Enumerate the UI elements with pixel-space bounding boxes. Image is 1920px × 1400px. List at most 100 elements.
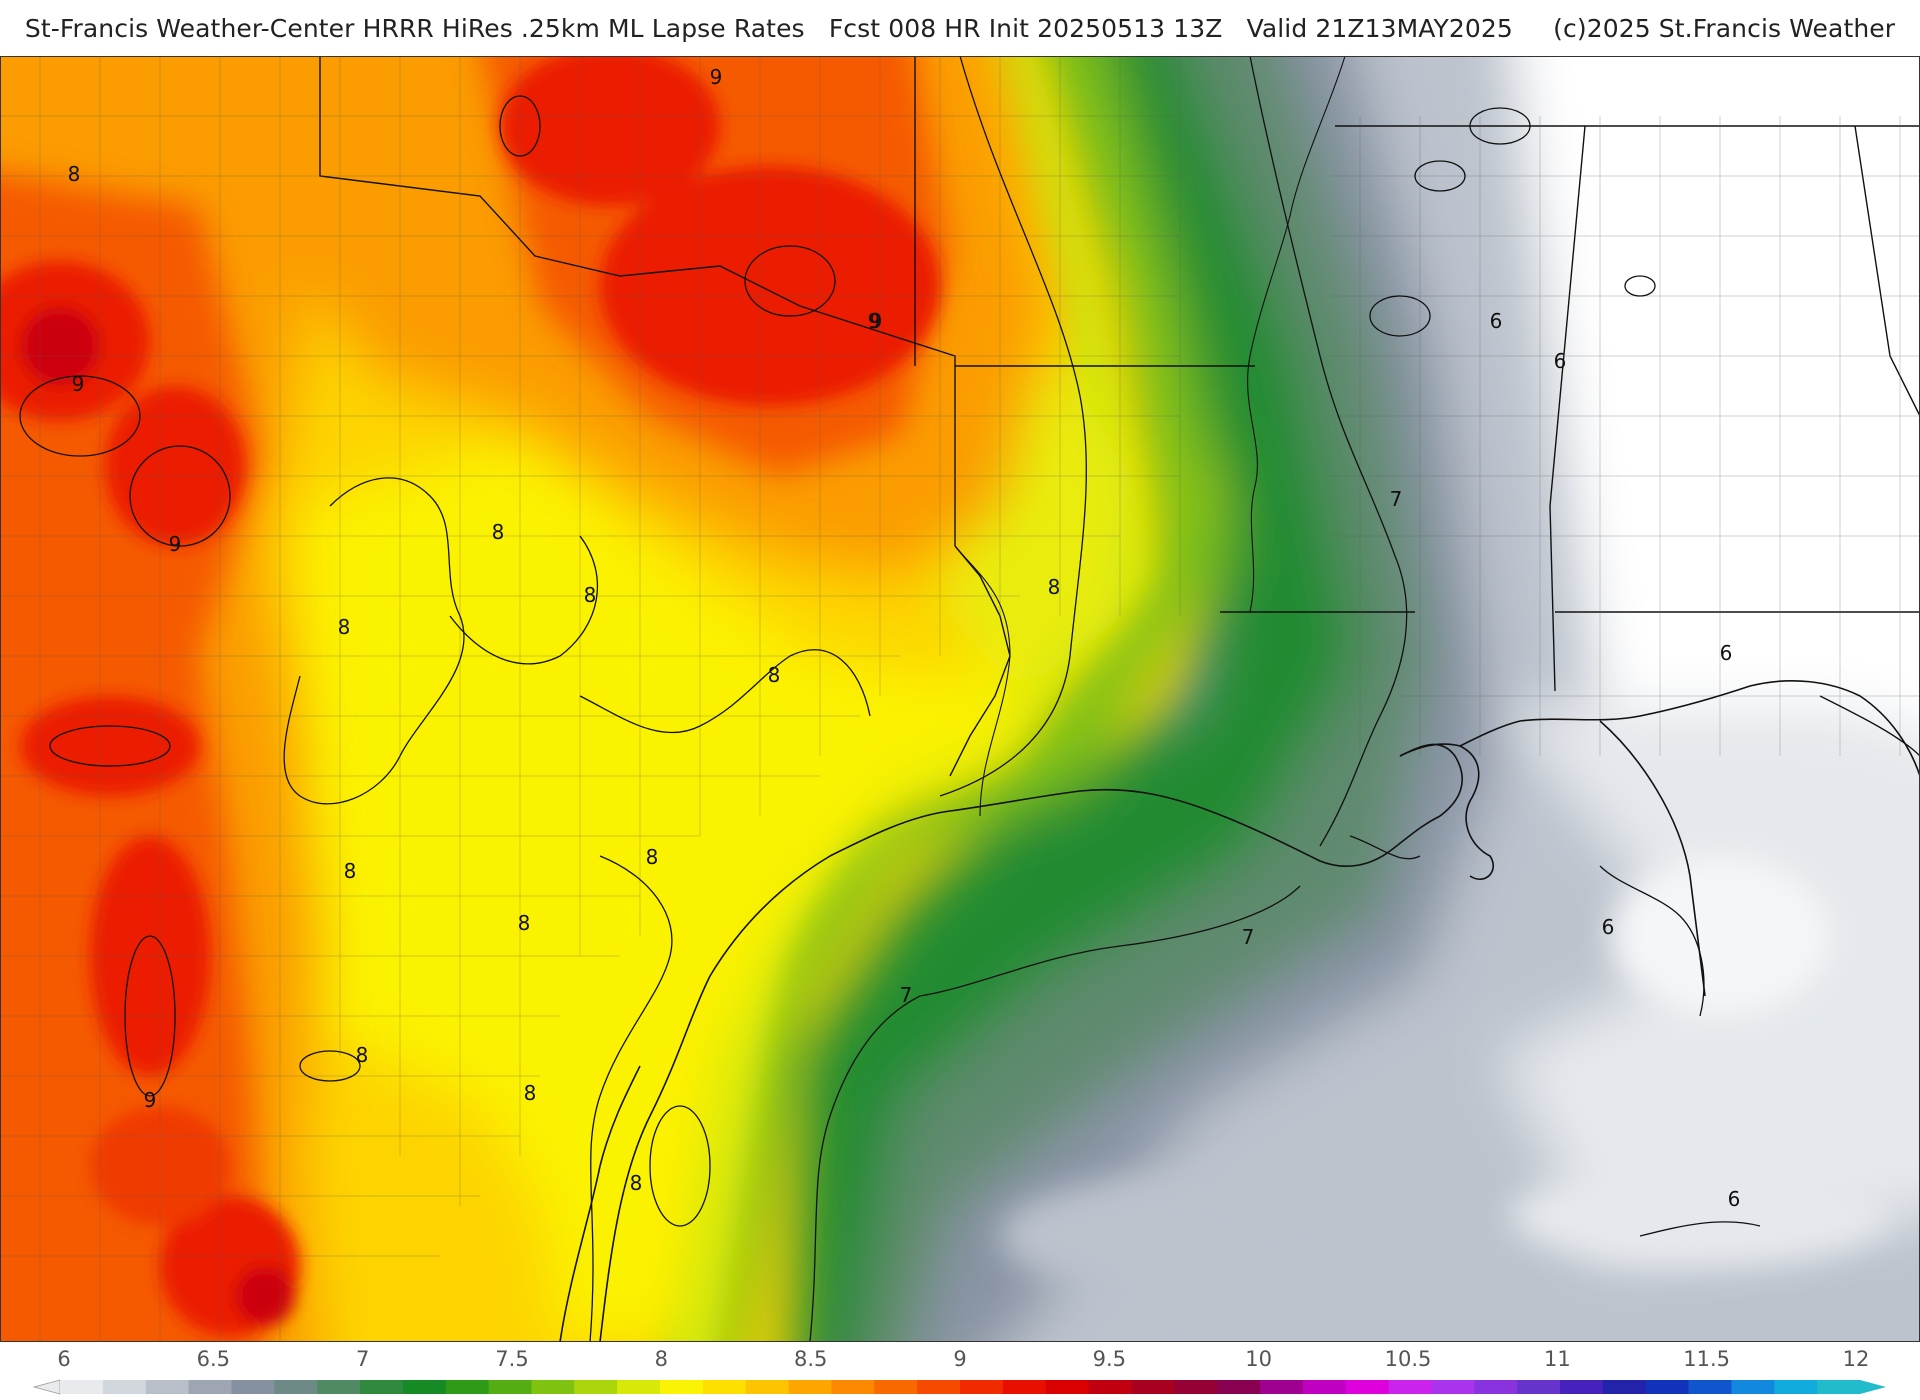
- contour-label: 8: [768, 663, 781, 687]
- scale-swatch: [1817, 1380, 1861, 1394]
- contour-label: 9: [710, 65, 723, 89]
- contour-label: 6: [1554, 349, 1567, 373]
- contour-label: 9: [144, 1088, 157, 1112]
- scale-swatch: [1345, 1380, 1390, 1394]
- contour-label: 9: [72, 372, 85, 396]
- contour-label: 9: [868, 309, 881, 333]
- scale-swatch: [1602, 1380, 1647, 1394]
- scale-swatch: [917, 1380, 961, 1394]
- contour-label: 7: [900, 983, 913, 1007]
- scale-swatch: [960, 1380, 1004, 1394]
- county-grid: [0, 56, 1920, 1342]
- scale-swatch: [745, 1380, 790, 1394]
- contour-label: 6: [1728, 1187, 1741, 1211]
- contour-label: 8: [356, 1043, 369, 1067]
- scale-tick-label: 7.5: [495, 1347, 528, 1371]
- scale-tick-label: 8.5: [794, 1347, 827, 1371]
- scale-tick-label: 10.5: [1385, 1347, 1432, 1371]
- field-red-w2: [105, 386, 245, 546]
- scale-swatch: [402, 1380, 447, 1394]
- scale-tick-label: 9.5: [1093, 1347, 1126, 1371]
- field-gulf-white: [1610, 856, 1830, 1016]
- contour-label: 6: [1490, 309, 1503, 333]
- scale-swatch: [1388, 1380, 1432, 1394]
- scale-swatch: [617, 1380, 661, 1394]
- contour-label: 8: [630, 1171, 643, 1195]
- scale-swatch: [188, 1380, 232, 1394]
- contour-label: 8: [344, 859, 357, 883]
- scale-swatch: [874, 1380, 918, 1394]
- rivers: [954, 56, 1346, 817]
- contour-label: 8: [1048, 575, 1061, 599]
- scale-swatch: [445, 1380, 490, 1394]
- scale-swatch: [1260, 1380, 1304, 1394]
- scale-tick-label: 11: [1544, 1347, 1571, 1371]
- field-gulf-gray-1: [1000, 1176, 1360, 1296]
- scale-swatch: [274, 1380, 318, 1394]
- scale-swatch: [702, 1380, 747, 1394]
- scale-swatch: [1431, 1380, 1475, 1394]
- scale-tick-label: 11.5: [1683, 1347, 1730, 1371]
- scale-tick-label: 12: [1843, 1347, 1870, 1371]
- field-yellow: [250, 436, 1100, 1342]
- scale-swatch: [1174, 1380, 1218, 1394]
- map-title: St-Francis Weather-Center HRRR HiRes .25…: [24, 13, 1896, 43]
- field-red-ne: [600, 166, 940, 406]
- scale-tick-label: 6: [57, 1347, 70, 1371]
- contour-labels: 9 8 9 9 9 9 8 8 8 8 8 8 8 8 8 8 8 9 7 7 …: [68, 65, 1741, 1211]
- field-red-w3: [20, 696, 200, 796]
- scale-swatch: [1560, 1380, 1604, 1394]
- field-green-bright: [689, 56, 1230, 1342]
- scale-swatch: [1474, 1380, 1518, 1394]
- scale-swatch: [1517, 1380, 1561, 1394]
- contour-label: 9: [870, 309, 883, 333]
- field-darkred-w2: [235, 1266, 295, 1326]
- scale-swatch: [360, 1380, 404, 1394]
- scale-swatch: [488, 1380, 532, 1394]
- contour-label: 6: [1720, 641, 1733, 665]
- scale-tick-label: 7: [356, 1347, 369, 1371]
- scale-swatch: [1302, 1380, 1347, 1394]
- scale-swatch: [1217, 1380, 1261, 1394]
- contour-label: 9: [169, 532, 182, 556]
- contour-label: 7: [1242, 925, 1255, 949]
- scale-tick-label: 8: [655, 1347, 668, 1371]
- scale-swatch: [660, 1380, 704, 1394]
- scale-swatch: [1088, 1380, 1132, 1394]
- scale-swatch: [531, 1380, 575, 1394]
- contour-label: 8: [524, 1081, 537, 1105]
- contour-label: 6: [1602, 915, 1615, 939]
- lapse-rate-map: 9 8 9 9 9 9 8 8 8 8 8 8 8 8 8 8 8 9 7 7 …: [0, 56, 1920, 1342]
- scale-tick-label: 9: [953, 1347, 966, 1371]
- scale-swatch: [1774, 1380, 1818, 1394]
- field-darkred-w1: [20, 306, 100, 386]
- scale-swatch: [1131, 1380, 1175, 1394]
- scale-swatch: [831, 1380, 875, 1394]
- scale-swatch: [1688, 1380, 1732, 1394]
- scale-swatch: [1045, 1380, 1090, 1394]
- scale-swatch: [574, 1380, 618, 1394]
- coastline: [559, 680, 1920, 1342]
- contour-label: 8: [492, 520, 505, 544]
- scale-swatch: [317, 1380, 361, 1394]
- contour-label: 7: [1390, 487, 1403, 511]
- scale-swatch: [1645, 1380, 1690, 1394]
- field-red-n1: [500, 56, 720, 206]
- scale-swatch: [1731, 1380, 1775, 1394]
- scale-swatch: [788, 1380, 832, 1394]
- contour-label: 8: [646, 845, 659, 869]
- scale-min-arrow: [32, 1379, 61, 1395]
- contour-label: 8: [338, 615, 351, 639]
- scale-swatch: [102, 1380, 147, 1394]
- field-green: [792, 56, 1360, 1342]
- contour-label: 8: [584, 583, 597, 607]
- scale-bar: [32, 1379, 1886, 1395]
- color-scale: 6 6.5 7 7.5 8 8.5 9 9.5 10 10.5 11 11.5 12: [32, 1347, 1886, 1395]
- scale-tick-label: 10: [1245, 1347, 1272, 1371]
- field-gulf-gray-2: [1510, 1166, 1890, 1266]
- scale-swatch: [1002, 1380, 1047, 1394]
- scale-tick-labels: 6 6.5 7 7.5 8 8.5 9 9.5 10 10.5 11 11.5 12: [57, 1347, 1869, 1371]
- field-lime: [661, 56, 1150, 1342]
- scale-max-arrow: [1860, 1380, 1886, 1394]
- contour-label: 8: [518, 911, 531, 935]
